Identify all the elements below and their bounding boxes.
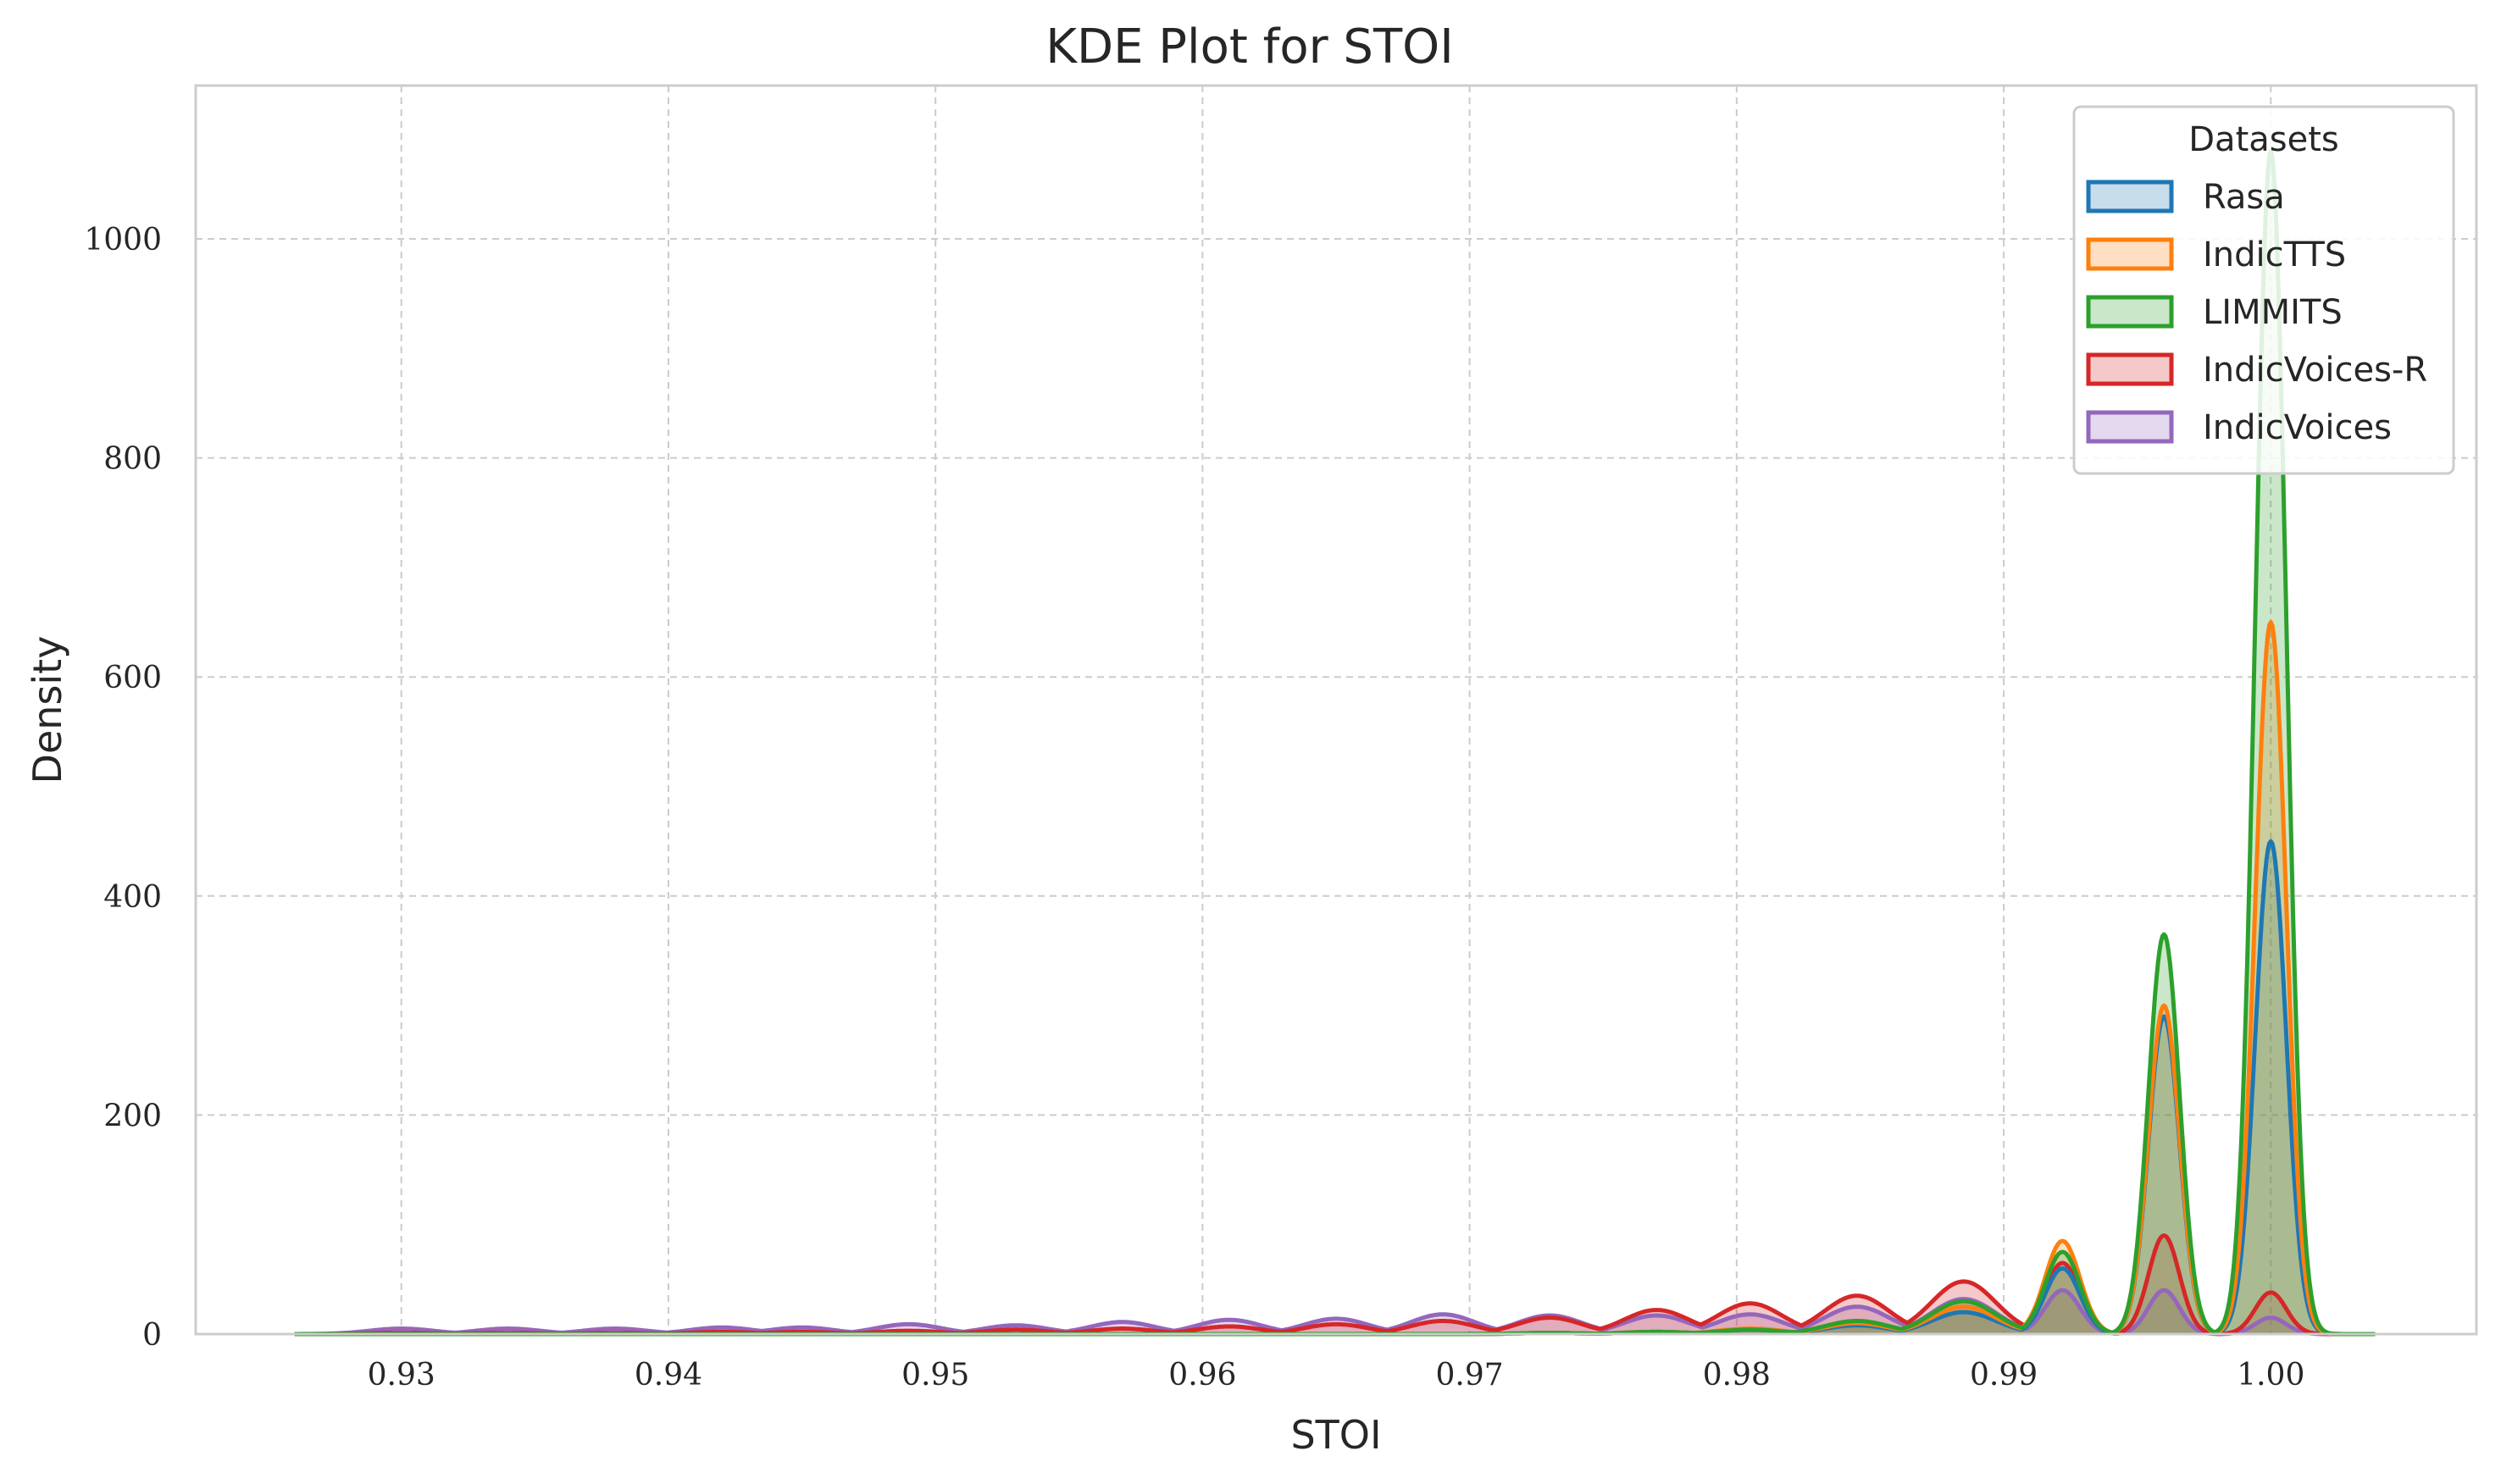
x-tick-label: 1.00 bbox=[2237, 1358, 2304, 1393]
density-lines bbox=[293, 149, 2376, 1337]
y-tick-label: 400 bbox=[103, 880, 162, 915]
x-tick-label: 0.99 bbox=[1970, 1358, 2038, 1393]
chart-title: KDE Plot for STOI bbox=[1045, 19, 1454, 75]
x-tick-label: 0.96 bbox=[1168, 1358, 1236, 1393]
legend-swatch-indictts bbox=[2086, 237, 2174, 271]
y-tick-label: 1000 bbox=[84, 223, 162, 257]
legend-label-rasa: Rasa bbox=[2203, 178, 2285, 217]
legend-swatch-indicvoices-r bbox=[2086, 352, 2174, 386]
y-tick-label: 800 bbox=[103, 442, 162, 477]
area-indictts bbox=[294, 622, 2376, 1334]
legend-title: Datasets bbox=[2188, 120, 2338, 159]
legend-swatch-limmits bbox=[2086, 295, 2174, 329]
density-areas bbox=[294, 151, 2376, 1335]
x-tick-label: 0.97 bbox=[1436, 1358, 1504, 1393]
y-tick-label: 0 bbox=[142, 1318, 162, 1353]
legend-swatch-indicvoices bbox=[2086, 410, 2174, 444]
y-tick-label: 200 bbox=[103, 1099, 162, 1133]
area-indicvoices-r bbox=[294, 1235, 2376, 1334]
y-axis-label: Density bbox=[25, 636, 70, 784]
legend-swatch-rasa bbox=[2086, 180, 2174, 213]
legend-label-indicvoices-r: IndicVoices-R bbox=[2203, 351, 2427, 390]
area-limmits bbox=[294, 151, 2376, 1335]
x-tick-label: 0.93 bbox=[368, 1358, 435, 1393]
x-axis-label: STOI bbox=[1290, 1412, 1381, 1458]
x-tick-label: 0.98 bbox=[1703, 1358, 1771, 1393]
legend: Datasets Rasa IndicTTS LIMMITS IndicVoices-… bbox=[2072, 105, 2455, 475]
y-tick-label: 600 bbox=[103, 661, 162, 695]
line-limmits bbox=[293, 149, 2376, 1337]
y-ticks: 0 200 400 600 800 1000 bbox=[84, 223, 162, 1353]
x-tick-label: 0.95 bbox=[901, 1358, 969, 1393]
x-ticks: 0.93 0.94 0.95 0.96 0.97 0.98 0.99 1.00 bbox=[368, 1358, 2305, 1393]
line-indicvoices bbox=[293, 1287, 2376, 1337]
x-tick-label: 0.94 bbox=[635, 1358, 702, 1393]
line-indictts bbox=[293, 620, 2376, 1337]
legend-label-indictts: IndicTTS bbox=[2203, 235, 2346, 274]
area-rasa bbox=[294, 841, 2376, 1334]
plot-frame bbox=[194, 84, 2478, 1336]
legend-label-limmits: LIMMITS bbox=[2203, 293, 2343, 332]
legend-label-indicvoices: IndicVoices bbox=[2203, 408, 2392, 447]
